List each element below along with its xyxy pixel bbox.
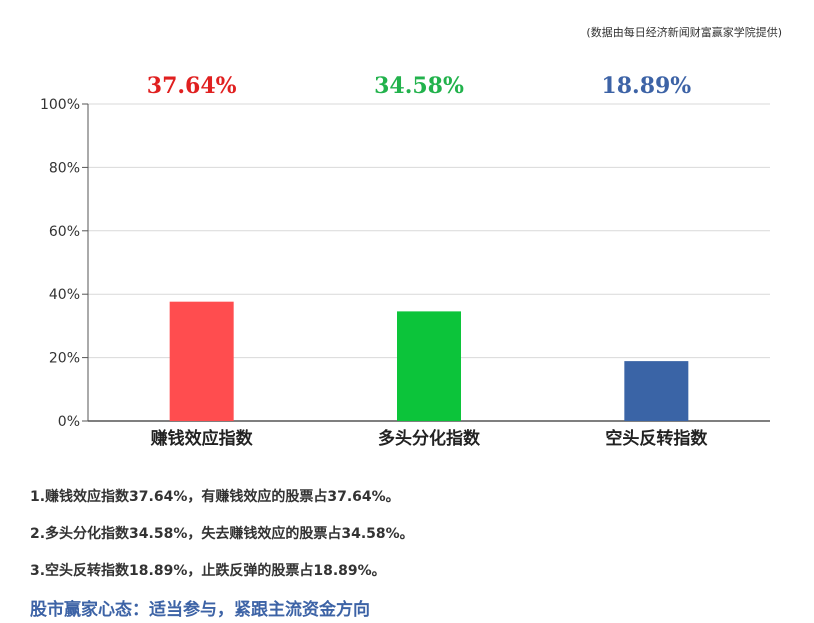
value-label: 34.58% — [374, 73, 464, 99]
bar — [624, 361, 689, 421]
bar-chart: 0% 20% 40% 60% 80% 100% 赚钱效应指数 37.64% 多头分化指数 34.5… — [40, 73, 770, 449]
x-category-label: 赚钱效应指数 — [150, 428, 254, 449]
value-label: 37.64% — [147, 73, 237, 99]
notes-list: 1.赚钱效应指数37.64%，有赚钱效应的股票占37.64%。 2.多头分化指数… — [30, 487, 414, 598]
note-item: 2.多头分化指数34.58%，失去赚钱效应的股票占34.58%。 — [30, 526, 414, 542]
y-tick-label: 40% — [49, 287, 80, 303]
y-tick-label: 0% — [58, 414, 80, 430]
x-category-label: 多头分化指数 — [378, 428, 481, 449]
bar — [397, 311, 461, 421]
mindset-slogan: 股市赢家心态：适当参与，紧跟主流资金方向 — [30, 600, 370, 620]
note-item: 1.赚钱效应指数37.64%，有赚钱效应的股票占37.64%。 — [30, 489, 400, 505]
source-note: (数据由每日经济新闻财富赢家学院提供) — [586, 26, 782, 39]
y-tick-label: 60% — [49, 224, 80, 240]
x-category-label: 空头反转指数 — [605, 428, 708, 449]
note-item: 3.空头反转指数18.89%，止跌反弹的股票占18.89%。 — [30, 563, 386, 579]
value-label: 18.89% — [601, 73, 691, 99]
y-tick-label: 100% — [40, 97, 80, 113]
y-tick-label: 20% — [49, 351, 80, 367]
y-tick-label: 80% — [49, 160, 80, 176]
bar — [169, 301, 234, 421]
